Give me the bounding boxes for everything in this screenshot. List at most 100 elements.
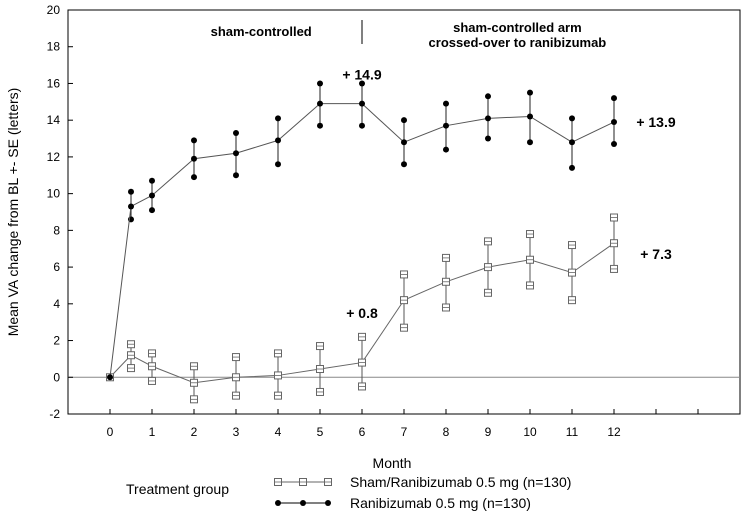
y-tick-label: 4: [53, 297, 60, 311]
region-label-sham-controlled: sham-controlled: [211, 24, 312, 39]
y-tick-label: 8: [53, 223, 60, 237]
error-cap-lower: [191, 174, 197, 181]
error-cap-upper: [484, 237, 492, 246]
error-cap-upper: [610, 213, 618, 222]
legend-swatch-ranibizumab: [275, 500, 331, 506]
data-point: [443, 122, 449, 129]
data-point: [526, 255, 534, 264]
error-cap-lower: [568, 296, 576, 305]
error-cap-lower: [611, 141, 617, 148]
data-point: [400, 296, 408, 305]
y-tick-label: 16: [47, 76, 61, 90]
x-axis-ticks: 0 1 2 3 4 5 6 7 8 9 10 11 12: [107, 409, 699, 439]
data-point: [232, 373, 240, 382]
x-tick-label: 7: [401, 425, 408, 439]
data-point: [484, 263, 492, 272]
error-cap-upper: [527, 89, 533, 96]
x-tick-label: 2: [191, 425, 198, 439]
error-cap-lower: [232, 391, 240, 400]
error-cap-upper: [569, 115, 575, 122]
x-tick-label: 0: [107, 425, 114, 439]
data-point: [442, 277, 450, 286]
data-point: [359, 100, 365, 107]
x-tick-label: 3: [233, 425, 240, 439]
legend-marker: [274, 478, 282, 486]
y-tick-label: 2: [53, 334, 60, 348]
error-cap-upper: [611, 95, 617, 102]
error-cap-lower: [149, 207, 155, 214]
error-cap-lower: [127, 364, 135, 373]
error-cap-upper: [149, 177, 155, 184]
y-tick-label: 6: [53, 260, 60, 274]
error-cap-upper: [191, 137, 197, 144]
error-cap-upper: [316, 342, 324, 351]
error-cap-lower: [358, 382, 366, 391]
error-cap-lower: [443, 146, 449, 153]
error-cap-upper: [148, 349, 156, 358]
error-cap-lower: [148, 376, 156, 385]
error-cap-lower: [526, 281, 534, 290]
annotation-label: + 0.8: [346, 305, 378, 321]
x-tick-label: 1: [149, 425, 156, 439]
series-layer: [106, 80, 618, 404]
data-point: [610, 239, 618, 248]
error-cap-lower: [484, 288, 492, 297]
error-cap-upper: [485, 93, 491, 100]
region-label-crossover-line1: sham-controlled arm: [453, 20, 582, 35]
series-line: [109, 242, 615, 384]
error-cap-lower: [317, 122, 323, 129]
annotation-label: + 14.9: [342, 66, 382, 82]
error-cap-lower: [274, 391, 282, 400]
plot-frame: [67, 9, 741, 415]
annotation-layer: + 14.9 + 13.9 + 0.8 + 7.3: [342, 66, 676, 321]
data-point: [317, 100, 323, 107]
legend-label-sham-ranibizumab: Sham/Ranibizumab 0.5 mg (n=130): [350, 474, 571, 490]
legend-marker: [300, 500, 306, 506]
error-cap-upper: [232, 353, 240, 362]
data-point: [611, 119, 617, 126]
error-cap-lower: [359, 122, 365, 129]
x-tick-label: 9: [485, 425, 492, 439]
error-cap-lower: [610, 264, 618, 273]
y-axis-title: Mean VA change from BL +- SE (letters): [5, 88, 21, 337]
error-cap-lower: [527, 139, 533, 146]
error-cap-lower: [233, 172, 239, 179]
series-line: [109, 103, 615, 378]
y-tick-label: 12: [47, 150, 61, 164]
legend-label-ranibizumab: Ranibizumab 0.5 mg (n=130): [350, 495, 531, 511]
y-axis-ticks: -2 0 2 4 6 8 10 12 14 16 18 20: [47, 3, 73, 421]
y-tick-label: 18: [47, 40, 61, 54]
y-tick-label: 14: [47, 113, 61, 127]
y-tick-label: -2: [49, 407, 60, 421]
error-cap-upper: [443, 100, 449, 107]
error-cap-upper: [442, 253, 450, 262]
legend-marker: [325, 500, 331, 506]
error-cap-lower: [442, 303, 450, 312]
legend: Treatment group Sham/Ranibizumab 0.5 mg …: [126, 474, 571, 511]
data-point: [568, 268, 576, 277]
data-point: [275, 137, 281, 144]
data-point: [233, 150, 239, 157]
error-cap-upper: [190, 362, 198, 371]
data-point: [148, 362, 156, 371]
annotation-label: + 13.9: [636, 114, 676, 130]
legend-marker: [299, 478, 307, 486]
error-cap-upper: [127, 340, 135, 349]
error-cap-upper: [401, 117, 407, 124]
error-cap-upper: [400, 270, 408, 279]
error-cap-upper: [359, 80, 365, 87]
error-cap-upper: [568, 241, 576, 250]
y-tick-label: 10: [47, 187, 61, 201]
data-point: [149, 192, 155, 199]
data-point: [316, 365, 324, 374]
data-point: [527, 113, 533, 120]
data-point: [191, 155, 197, 162]
series-1: [107, 80, 617, 381]
data-point: [274, 371, 282, 380]
data-point: [107, 374, 113, 381]
error-cap-lower: [401, 161, 407, 168]
x-tick-label: 11: [566, 425, 579, 439]
error-cap-lower: [275, 161, 281, 168]
error-cap-lower: [190, 395, 198, 404]
error-cap-upper: [275, 115, 281, 122]
